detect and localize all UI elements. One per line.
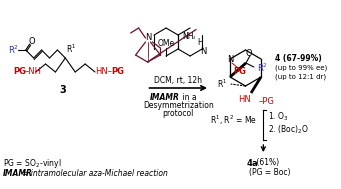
Text: –PG: –PG [259,98,275,106]
Text: O: O [246,49,252,57]
Text: 4 (67-99%): 4 (67-99%) [275,53,322,63]
Text: (up to 12:1 dr): (up to 12:1 dr) [275,74,326,80]
Text: N: N [227,54,233,64]
Text: O: O [28,37,35,46]
Text: IMAMR: IMAMR [3,169,33,177]
Text: (61%): (61%) [254,159,280,167]
Text: 2. (Boc)$_2$O: 2. (Boc)$_2$O [268,124,309,136]
Text: $_2$: $_2$ [192,35,196,42]
Text: (up to 99% ee): (up to 99% ee) [275,65,327,71]
Text: N: N [200,47,206,57]
Text: OMe: OMe [158,40,175,49]
Text: 1. O$_3$: 1. O$_3$ [268,111,289,123]
Text: PG: PG [234,67,247,75]
Text: IMAMR: IMAMR [149,92,179,101]
Text: –NH: –NH [25,67,42,77]
Text: PG: PG [111,67,124,77]
Text: DCM, rt, 12h: DCM, rt, 12h [154,75,202,84]
Text: PG = SO$_2$-vinyl: PG = SO$_2$-vinyl [3,156,61,170]
Text: HN–: HN– [95,67,112,77]
Text: $\mathbf{4a}$: $\mathbf{4a}$ [246,157,258,169]
Text: PG: PG [13,67,26,77]
Text: R$^1$: R$^1$ [218,78,228,90]
Text: protocol: protocol [163,109,194,119]
Text: R$^1$: R$^1$ [66,43,77,55]
Text: Desymmetrization: Desymmetrization [143,101,213,111]
Text: R$^2$: R$^2$ [8,44,19,56]
Text: in a: in a [180,92,196,101]
Text: (PG = Boc): (PG = Boc) [250,167,291,177]
Text: H: H [197,38,203,47]
Text: R$^1$, R$^2$ = Me: R$^1$, R$^2$ = Me [210,113,257,127]
Text: N: N [145,33,152,43]
Text: 3: 3 [59,85,66,95]
Text: R$^2$: R$^2$ [257,62,268,74]
Text: HN: HN [238,94,251,104]
Text: NH: NH [182,32,194,41]
Text: = intramolecular aza-Michael reaction: = intramolecular aza-Michael reaction [22,169,168,177]
